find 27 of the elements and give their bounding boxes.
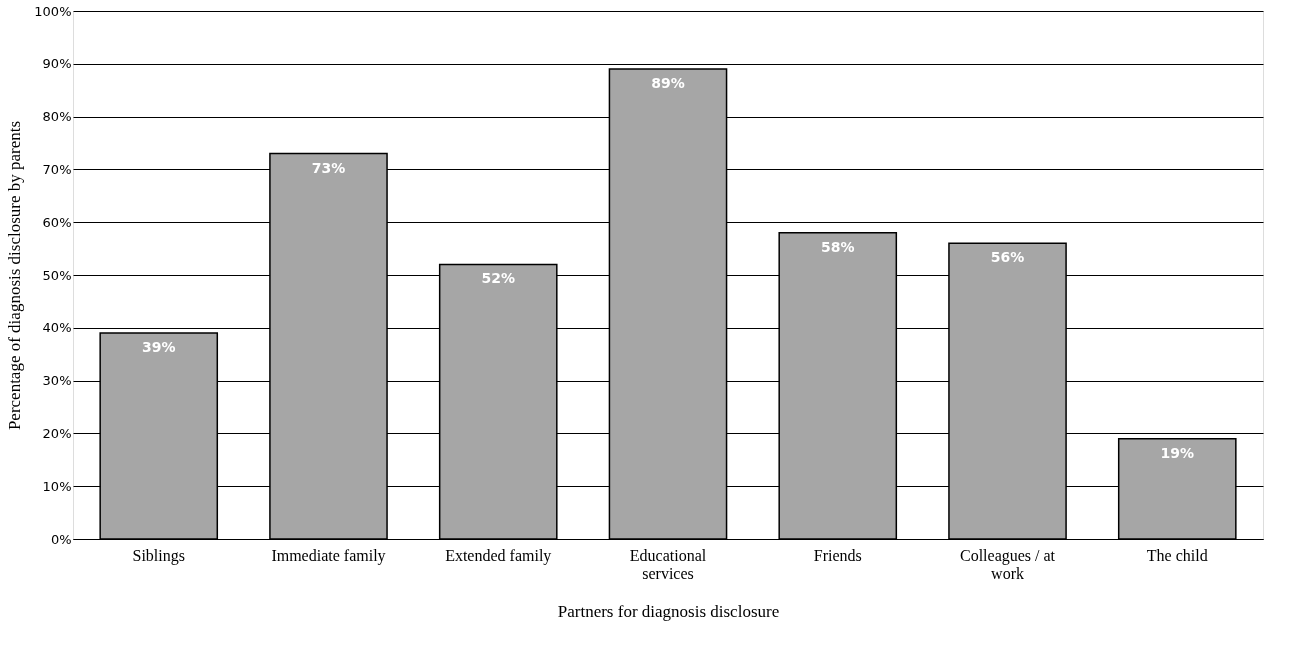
y-tick-label: 40% [42,320,72,336]
data-label: 58% [821,238,855,255]
y-tick-label: 70% [42,161,72,177]
data-label: 73% [311,159,346,176]
x-tick-label: Immediate family [271,546,386,565]
x-axis-title: Partners for diagnosis disclosure [557,601,780,621]
data-label: 39% [141,339,176,356]
y-tick-label: 80% [42,109,72,125]
x-tick-label: Educational services [629,546,707,582]
x-tick-label: The child [1146,546,1208,564]
y-tick-label: 90% [42,56,72,72]
y-tick-label: 30% [42,373,72,389]
y-tick-label: 100% [34,3,72,19]
data-label: 52% [481,270,515,287]
x-tick-label: Friends [813,546,862,564]
x-tick-label: Siblings [132,546,185,565]
x-tick-label: Colleagues / at work [959,546,1056,582]
y-axis-title: Percentage of diagnosis disclosure by parents [5,120,25,431]
data-label: 19% [1160,444,1195,461]
y-tick-label: 50% [42,267,72,283]
y-tick-label: 10% [42,478,72,494]
data-label: 89% [651,75,685,92]
y-tick-label: 20% [42,425,72,441]
y-tick-label: 0% [50,531,72,547]
x-tick-label: Extended family [445,546,552,565]
data-label: 56% [990,249,1025,266]
y-tick-label: 60% [42,214,72,230]
